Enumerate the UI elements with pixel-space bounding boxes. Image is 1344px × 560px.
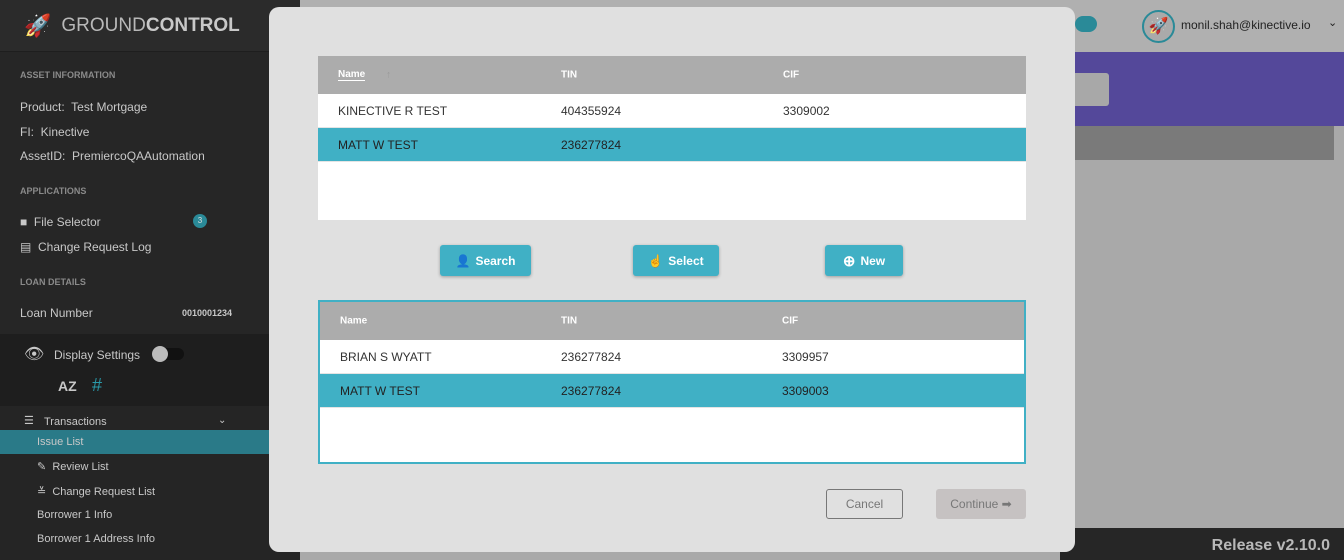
change-request-log-link[interactable]: ▤ Change Request Log: [20, 240, 151, 254]
file-selector-link[interactable]: ■ File Selector: [20, 215, 101, 229]
arrow-right-icon: ➡: [1001, 497, 1012, 511]
continue-button[interactable]: Continue ➡: [936, 489, 1026, 519]
label: Change Request List: [52, 486, 156, 498]
sidebar-item-borrower-info[interactable]: Borrower 1 Info: [37, 509, 113, 521]
hash-icon[interactable]: #: [92, 375, 103, 395]
rocket-logo-icon: 🚀: [24, 12, 52, 38]
cell-tin: 404355924: [561, 103, 622, 118]
sidebar-item-borrower-address[interactable]: Borrower 1 Address Info: [37, 533, 156, 545]
search-button[interactable]: 👤 Search: [440, 245, 531, 276]
transactions-label[interactable]: Transactions: [44, 416, 107, 428]
label: New: [860, 253, 886, 268]
fi-info: FI: Kinective: [20, 125, 89, 139]
loan-details-header: LOAN DETAILS: [20, 277, 86, 287]
sidebar: 🚀 GROUNDCONTROL ASSET INFORMATION Produc…: [0, 0, 300, 560]
cell-cif: 3309003: [782, 383, 829, 398]
folder-icon: ■: [20, 215, 28, 229]
label: AssetID:: [20, 149, 66, 163]
value: PremiercoQAAutomation: [72, 149, 205, 163]
label: Change Request Log: [38, 240, 152, 254]
column-cif[interactable]: CIF: [782, 315, 799, 327]
sort-up-icon[interactable]: ↑: [386, 69, 391, 81]
cancel-button[interactable]: Cancel: [826, 489, 903, 519]
table-row-selected[interactable]: MATT W TEST 236277824: [318, 128, 1026, 162]
cell-name: KINECTIVE R TEST: [338, 103, 448, 118]
loan-number-label: Loan Number: [20, 306, 93, 320]
cell-name: MATT W TEST: [340, 383, 420, 398]
label: Review List: [52, 461, 109, 473]
search-results-table: Name ↑ TIN CIF KINECTIVE R TEST 40435592…: [318, 56, 1026, 220]
label: Continue: [950, 497, 999, 511]
selected-customers-table: Name TIN CIF BRIAN S WYATT 236277824 330…: [318, 300, 1026, 464]
avatar[interactable]: 🚀: [1142, 10, 1175, 43]
loan-number-value: 0010001234: [182, 308, 233, 318]
column-tin[interactable]: TIN: [561, 315, 578, 327]
chevron-down-icon[interactable]: ⌄: [218, 415, 227, 426]
release-version: Release v2.10.0: [1080, 528, 1344, 560]
label: Search: [475, 253, 516, 268]
logo-text: GROUND: [61, 14, 146, 36]
eye-icon: 👁: [24, 346, 45, 363]
new-button[interactable]: ⊕ New: [825, 245, 903, 276]
asset-info-header: ASSET INFORMATION: [20, 70, 116, 80]
product-info: Product: Test Mortgage: [20, 100, 147, 114]
person-icon: 👤: [455, 253, 471, 268]
issue-list-item[interactable]: [0, 430, 300, 454]
logo-text-bold: CONTROL: [145, 14, 240, 36]
clipboard-icon: ▤: [20, 240, 32, 254]
column-cif[interactable]: CIF: [783, 69, 800, 81]
cell-cif: 3309957: [782, 349, 829, 364]
cell-name: BRIAN S WYATT: [340, 349, 432, 364]
label: File Selector: [33, 215, 101, 229]
table-header: Name TIN CIF: [320, 302, 1024, 340]
display-settings-label: Display Settings: [54, 348, 141, 362]
cell-cif: 3309002: [783, 103, 830, 118]
sidebar-item-change-request-list[interactable]: ≚ Change Request List: [37, 485, 155, 498]
plus-circle-icon: ⊕: [842, 252, 856, 270]
label: FI:: [20, 125, 34, 139]
table-row[interactable]: KINECTIVE R TEST 404355924 3309002: [318, 94, 1026, 128]
user-email[interactable]: monil.shah@kinective.io: [1181, 18, 1311, 32]
sidebar-item-issue-list[interactable]: Issue List: [37, 436, 84, 448]
value: Kinective: [40, 125, 90, 139]
checklist-icon: ≚: [37, 486, 47, 498]
column-name[interactable]: Name: [340, 315, 368, 327]
table-row[interactable]: BRIAN S WYATT 236277824 3309957: [320, 340, 1024, 374]
sidebar-item-review-list[interactable]: ✎ Review List: [37, 460, 109, 473]
asset-id-info: AssetID: PremiercoQAAutomation: [20, 149, 205, 163]
pointer-hand-icon: ☝: [648, 253, 664, 268]
sort-az-icon[interactable]: AZ: [58, 378, 77, 394]
applications-header: APPLICATIONS: [20, 186, 87, 196]
display-settings-panel: 👁 Display Settings AZ #: [0, 334, 300, 406]
value: Test Mortgage: [71, 100, 148, 114]
display-settings-toggle[interactable]: [152, 346, 184, 362]
toggle-switch[interactable]: [1075, 16, 1097, 32]
column-tin[interactable]: TIN: [561, 69, 578, 81]
cell-tin: 236277824: [561, 383, 622, 398]
label: Product:: [20, 100, 65, 114]
cell-tin: 236277824: [561, 349, 622, 364]
table-row-selected[interactable]: MATT W TEST 236277824 3309003: [320, 374, 1024, 408]
review-icon: ✎: [37, 461, 47, 473]
cell-tin: 236277824: [561, 137, 622, 152]
table-header: Name ↑ TIN CIF: [318, 56, 1026, 94]
list-icon: ☰: [24, 415, 34, 427]
customer-select-modal: Name ↑ TIN CIF KINECTIVE R TEST 40435592…: [269, 7, 1075, 552]
cell-name: MATT W TEST: [338, 137, 418, 152]
logo[interactable]: 🚀 GROUNDCONTROL: [0, 0, 300, 52]
file-selector-badge: 3: [193, 214, 207, 228]
select-button[interactable]: ☝ Select: [633, 245, 719, 276]
label: Select: [668, 253, 704, 268]
column-name[interactable]: Name: [338, 69, 366, 81]
chevron-down-icon[interactable]: ⌄: [1328, 17, 1338, 29]
